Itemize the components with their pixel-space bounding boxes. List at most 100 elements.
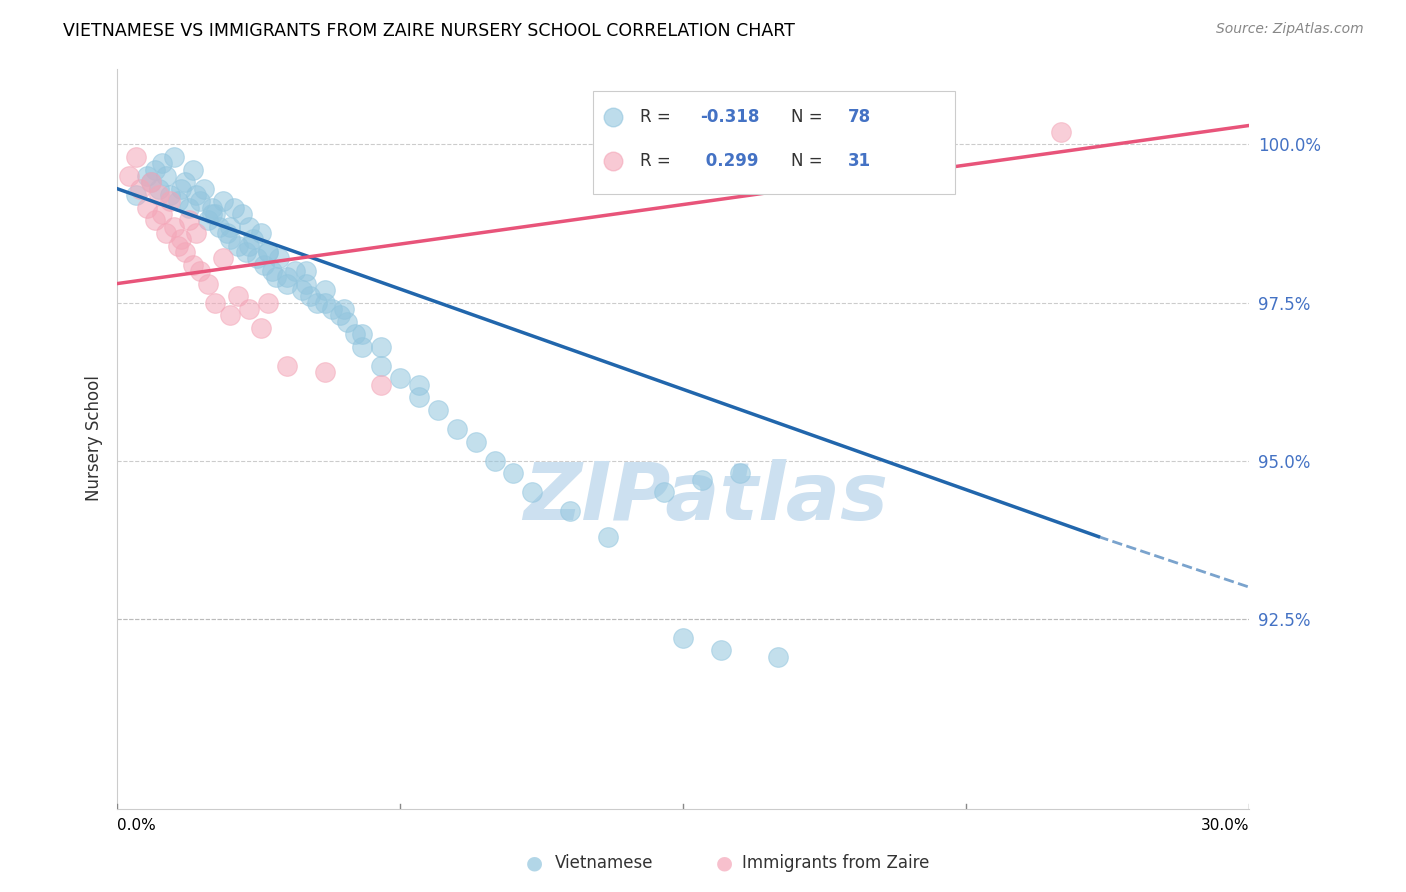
Point xyxy=(284,264,307,278)
Point xyxy=(427,403,450,417)
Point xyxy=(257,244,280,259)
Point xyxy=(1049,125,1071,139)
Point xyxy=(170,182,193,196)
Point xyxy=(141,175,163,189)
Point xyxy=(260,264,283,278)
Text: VIETNAMESE VS IMMIGRANTS FROM ZAIRE NURSERY SCHOOL CORRELATION CHART: VIETNAMESE VS IMMIGRANTS FROM ZAIRE NURS… xyxy=(63,22,796,40)
Point xyxy=(253,258,276,272)
Point xyxy=(141,175,163,189)
Point xyxy=(269,252,291,266)
Text: R =: R = xyxy=(640,108,676,126)
Text: -0.318: -0.318 xyxy=(700,108,759,126)
Point xyxy=(257,295,280,310)
Point xyxy=(276,277,298,291)
Text: ●: ● xyxy=(526,854,543,873)
Point xyxy=(264,270,287,285)
Text: 78: 78 xyxy=(848,108,870,126)
Point xyxy=(329,308,352,322)
Point xyxy=(370,359,392,373)
Point xyxy=(246,252,269,266)
Point xyxy=(596,530,619,544)
Point xyxy=(155,169,177,183)
Point xyxy=(710,643,733,657)
Point xyxy=(159,188,181,202)
Point xyxy=(314,295,336,310)
Point xyxy=(295,277,318,291)
Point xyxy=(446,422,468,436)
Point xyxy=(174,244,197,259)
Y-axis label: Nursery School: Nursery School xyxy=(86,376,103,501)
Point xyxy=(728,467,751,481)
Point xyxy=(143,162,166,177)
Point xyxy=(314,365,336,379)
Point xyxy=(125,188,148,202)
Point xyxy=(332,301,354,316)
Text: 30.0%: 30.0% xyxy=(1201,818,1250,833)
Point xyxy=(291,283,314,297)
Point xyxy=(188,194,211,209)
Point xyxy=(200,201,222,215)
Point xyxy=(295,264,318,278)
Point xyxy=(181,258,204,272)
Point xyxy=(238,238,260,252)
Text: 0.299: 0.299 xyxy=(700,152,759,170)
Text: Vietnamese: Vietnamese xyxy=(555,855,654,872)
FancyBboxPatch shape xyxy=(593,91,955,194)
Point xyxy=(238,301,260,316)
Point xyxy=(249,321,271,335)
Point xyxy=(219,232,242,246)
Point xyxy=(136,169,159,183)
Point xyxy=(257,244,280,259)
Point xyxy=(204,207,226,221)
Point xyxy=(672,631,695,645)
Point xyxy=(408,377,430,392)
Text: Source: ZipAtlas.com: Source: ZipAtlas.com xyxy=(1216,22,1364,37)
Point xyxy=(352,327,374,342)
Text: 0.0%: 0.0% xyxy=(117,818,156,833)
Point xyxy=(193,182,215,196)
Point xyxy=(166,194,188,209)
Point xyxy=(177,213,200,227)
Point xyxy=(231,207,253,221)
Text: ●: ● xyxy=(716,854,733,873)
Point xyxy=(502,467,524,481)
Point xyxy=(224,201,246,215)
Point xyxy=(136,201,159,215)
Point xyxy=(159,194,181,209)
Point xyxy=(242,232,264,246)
Text: ZIPatlas: ZIPatlas xyxy=(523,458,889,537)
Point xyxy=(125,150,148,164)
Point xyxy=(321,301,343,316)
Point xyxy=(188,264,211,278)
Text: Immigrants from Zaire: Immigrants from Zaire xyxy=(742,855,929,872)
Point xyxy=(522,485,544,500)
Text: N =: N = xyxy=(790,152,828,170)
Point xyxy=(307,295,329,310)
Point xyxy=(148,182,170,196)
Point xyxy=(370,340,392,354)
Point xyxy=(558,504,581,518)
Point xyxy=(143,213,166,227)
Point xyxy=(215,226,238,240)
Point xyxy=(117,169,139,183)
Text: N =: N = xyxy=(790,108,828,126)
Point xyxy=(276,359,298,373)
Point xyxy=(212,252,235,266)
Point xyxy=(177,201,200,215)
Point xyxy=(298,289,321,303)
Point xyxy=(166,238,188,252)
Point xyxy=(181,162,204,177)
Point xyxy=(464,434,486,449)
Point xyxy=(128,182,150,196)
Point xyxy=(204,295,226,310)
Point xyxy=(343,327,366,342)
Point xyxy=(219,219,242,234)
Point xyxy=(152,156,174,170)
Point xyxy=(238,219,260,234)
Point xyxy=(352,340,374,354)
Point xyxy=(690,473,713,487)
Point xyxy=(163,219,186,234)
Point xyxy=(148,188,170,202)
Point xyxy=(766,649,789,664)
Point xyxy=(249,226,271,240)
